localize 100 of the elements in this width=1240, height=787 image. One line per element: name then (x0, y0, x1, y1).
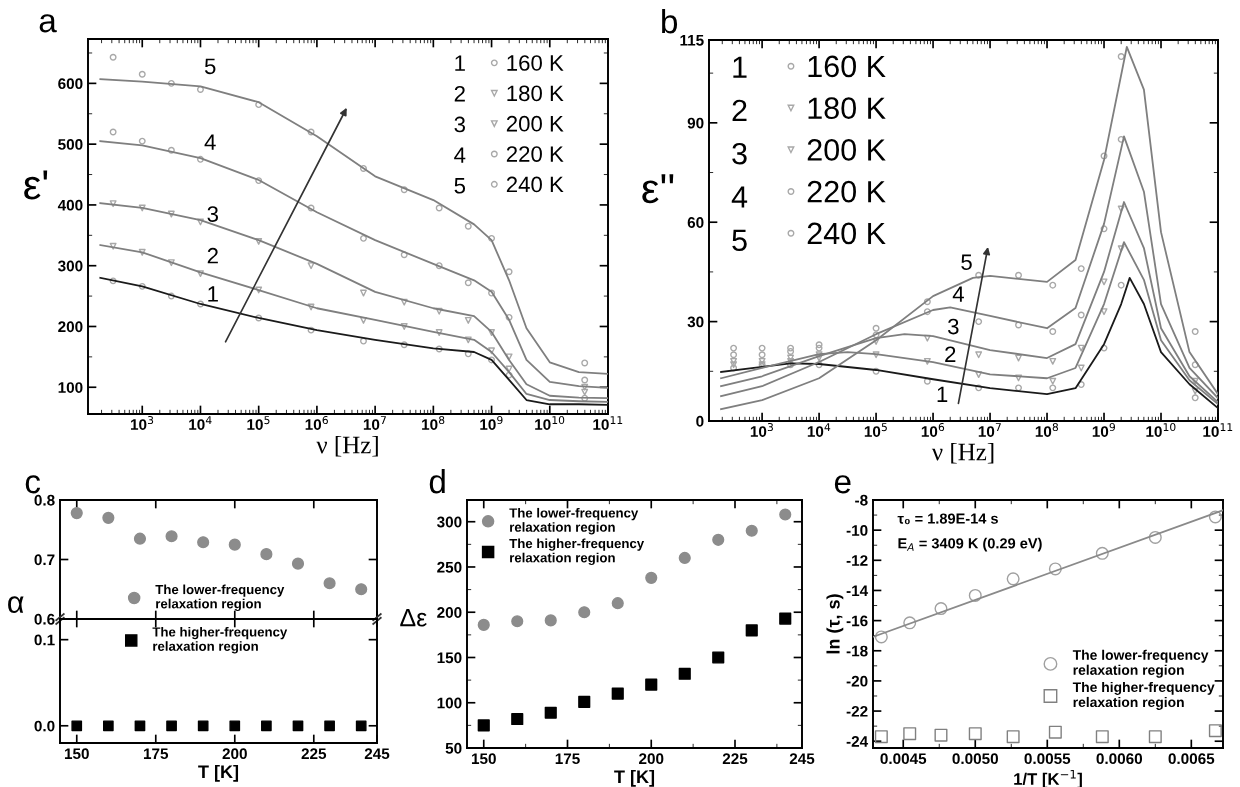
legend-label: The lower-frequency relaxation region (509, 507, 639, 535)
chart-title: b (662, 8, 678, 34)
y-tick-label: 100 (58, 382, 83, 393)
y-tick-label: 400 (57, 199, 83, 211)
x-tick-label: 10$^{5}$ (864, 423, 887, 437)
y-tick-label: 300 (58, 260, 83, 272)
legend-label: The higher-frequency relaxation region (152, 626, 288, 654)
text: 1 (937, 386, 948, 402)
text: 5 (204, 58, 216, 75)
y-tick-label: 250 (437, 561, 462, 573)
y-tick-label: 0.0 (34, 720, 55, 732)
y-tick-label: 115 (680, 35, 704, 46)
annotation: 4 (731, 186, 748, 208)
x-tick-label: 0.0045 (880, 753, 927, 765)
y-tick-label: -20 (846, 675, 868, 687)
y-tick-label: 0.6 (34, 613, 55, 625)
x-tick-label: 10$^{4}$ (807, 423, 831, 437)
y-axis-title: ln (τ, s) (826, 594, 844, 654)
x-tick-label: 10$^{6}$ (305, 416, 328, 430)
y-tick-label: -12 (846, 555, 868, 566)
legend-label: 220 K (807, 180, 886, 203)
x-tick-label: 10$^{5}$ (247, 416, 270, 430)
x-tick-label: 150 (471, 753, 496, 765)
y-tick-label: 200 (58, 321, 83, 333)
x-tick-label: 0.0050 (952, 753, 998, 765)
text: 1 (208, 286, 218, 302)
x-tick-label: 200 (639, 753, 664, 765)
chart-title: e (834, 475, 851, 494)
y-axis-title: ε'' (642, 174, 674, 204)
annotation: 3 (454, 116, 465, 133)
y-tick-label: 50 (445, 742, 462, 754)
legend-label: The lower-frequency relaxation region (1072, 649, 1209, 678)
annotation: 1 (733, 56, 747, 78)
legend-label: 160 K (507, 55, 564, 71)
text: 3 (947, 318, 959, 335)
y-axis-title: ε' (24, 170, 48, 200)
x-tick-label: 245 (789, 753, 815, 765)
text: 4 (204, 134, 216, 150)
x-tick-label: 0.0055 (1024, 753, 1071, 765)
y-tick-label: 30 (687, 316, 704, 328)
y-tick-label: 0.8 (34, 494, 55, 506)
legend-label: The higher-frequency relaxation region (509, 538, 645, 566)
x-tick-label: 10$^{10}$ (1146, 423, 1176, 437)
x-tick-label: 10$^{10}$ (535, 416, 565, 430)
y-tick-label: -18 (846, 645, 868, 657)
y-axis-title: α (8, 596, 24, 613)
y-tick-label: 500 (58, 139, 83, 150)
x-tick-label: 0.0065 (1168, 753, 1215, 765)
x-tick-label: 10$^{7}$ (363, 416, 386, 430)
annotation: 4 (454, 147, 466, 163)
y-tick-label: -14 (846, 585, 869, 596)
y-tick-label: -16 (846, 615, 868, 627)
chart-title: a (39, 14, 57, 33)
annotation: 5 (732, 229, 747, 252)
legend-label: 240 K (807, 222, 886, 245)
x-axis-title: ν [Hz] (316, 435, 378, 457)
legend-label: 180 K (507, 85, 564, 102)
annotation: 1 (455, 55, 465, 71)
y-tick-label: 0.1 (34, 634, 55, 646)
legend-label: 200 K (506, 115, 564, 132)
chart-title: c (25, 475, 41, 494)
x-tick-label: 10$^{4}$ (189, 416, 212, 430)
x-tick-label: 10$^{8}$ (422, 416, 445, 430)
y-tick-label: -10 (846, 525, 868, 536)
y-tick-label: 200 (437, 607, 462, 618)
y-tick-label: 0 (696, 415, 704, 427)
text: 4 (952, 286, 964, 302)
y-tick-label: 150 (437, 652, 462, 664)
y-tick-label: -24 (846, 736, 869, 747)
legend-label: 160 K (808, 55, 886, 78)
x-tick-label: 10$^{3}$ (750, 423, 773, 437)
legend-label: 240 K (506, 176, 564, 193)
x-tick-label: 10$^{7}$ (978, 423, 1001, 437)
x-tick-label: 200 (222, 748, 247, 760)
annotation: 3 (732, 142, 747, 165)
x-axis-title: T [K] (198, 764, 239, 782)
x-tick-label: 0.0060 (1096, 753, 1143, 765)
y-tick-label: 90 (687, 117, 704, 129)
text: 2 (207, 247, 218, 264)
text: 5 (961, 254, 972, 270)
x-tick-label: 175 (143, 748, 169, 760)
legend-label: The higher-frequency relaxation region (1072, 681, 1215, 710)
x-tick-label: 10$^{11}$ (593, 416, 623, 430)
y-tick-label: 600 (58, 78, 83, 90)
annotation: τ₀ = 1.89E-14 s (897, 513, 998, 525)
annotation: 2 (454, 85, 465, 102)
x-tick-label: 10$^{6}$ (921, 423, 945, 437)
legend-label: 220 K (506, 146, 564, 162)
x-axis-title: T [K] (614, 769, 655, 787)
annotation: 2 (732, 99, 747, 121)
x-tick-label: 10$^{9}$ (1092, 423, 1115, 437)
x-tick-label: 225 (722, 753, 748, 765)
annotation: 5 (454, 178, 466, 194)
x-tick-label: 225 (301, 748, 327, 760)
legend-label: The lower-frequency relaxation region (155, 584, 285, 612)
x-axis-title: ν [Hz] (931, 442, 994, 464)
y-tick-label: 0.7 (34, 554, 55, 566)
y-tick-label: 100 (437, 697, 462, 709)
text: 3 (207, 206, 218, 222)
legend-label: 180 K (808, 97, 886, 119)
